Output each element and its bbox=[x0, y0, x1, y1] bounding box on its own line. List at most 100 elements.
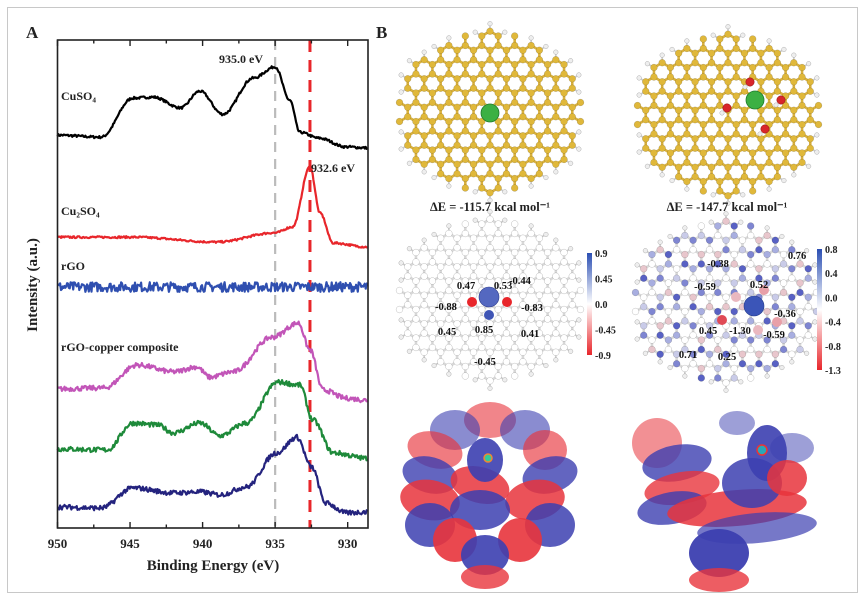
carbon-atom bbox=[658, 135, 666, 143]
hydrogen-atom bbox=[682, 373, 688, 379]
carbon-atom bbox=[412, 117, 420, 126]
carbon-atom bbox=[697, 279, 705, 287]
carbon-atom bbox=[650, 101, 658, 110]
carbon-atom bbox=[502, 113, 511, 121]
carbon-atom bbox=[494, 155, 502, 164]
carbon-atom bbox=[552, 301, 560, 309]
carbon-atom bbox=[560, 155, 568, 164]
carbon-atom bbox=[699, 101, 707, 110]
plot-frame bbox=[56, 39, 369, 529]
carbon-atom bbox=[640, 274, 648, 282]
carbon-atom bbox=[773, 173, 782, 181]
carbon-atom bbox=[527, 305, 535, 314]
carbon-atom bbox=[486, 141, 494, 149]
carbon-atom bbox=[732, 101, 740, 110]
hydrogen-atom bbox=[502, 29, 508, 35]
x-tick-label: 950 bbox=[48, 536, 68, 551]
carbon-atom bbox=[658, 116, 666, 124]
carbon-atom bbox=[461, 315, 469, 323]
carbon-atom bbox=[552, 272, 560, 280]
carbon-atom bbox=[543, 155, 552, 164]
carbon-atom bbox=[527, 41, 535, 50]
carbon-atom bbox=[527, 277, 535, 285]
colorbar-tick-label: 0.0 bbox=[825, 293, 838, 304]
carbon-atom bbox=[412, 334, 420, 342]
carbon-atom bbox=[428, 277, 437, 285]
orbital-lobe-positive bbox=[461, 535, 509, 575]
carbon-atom bbox=[747, 364, 755, 373]
hydrogen-atom bbox=[398, 334, 404, 340]
carbon-atom bbox=[771, 293, 780, 301]
carbon-atom bbox=[683, 63, 691, 72]
carbon-atom bbox=[469, 170, 478, 178]
carbon-atom bbox=[722, 303, 730, 311]
hydrogen-atom bbox=[764, 225, 770, 231]
carbon-atom bbox=[697, 336, 705, 344]
carbon-atom bbox=[714, 279, 722, 287]
carbon-atom bbox=[420, 103, 428, 111]
carbon-atom bbox=[714, 250, 722, 259]
carbon-atom bbox=[716, 35, 724, 43]
hydrogen-atom bbox=[634, 279, 640, 285]
carbon-atom bbox=[765, 63, 773, 72]
carbon-atom bbox=[552, 113, 560, 121]
carbon-atom bbox=[478, 41, 486, 50]
carbon-atom bbox=[511, 372, 519, 380]
carbon-atom bbox=[681, 250, 689, 259]
charge-label: 0.85 bbox=[475, 325, 493, 336]
carbon-atom bbox=[461, 277, 469, 285]
hydrogen-atom bbox=[406, 160, 412, 166]
carbon-atom bbox=[502, 272, 511, 280]
colorbar-tick-label: 0.4 bbox=[825, 269, 838, 280]
carbon-atom bbox=[404, 263, 412, 271]
carbon-atom bbox=[747, 279, 755, 287]
carbon-atom bbox=[486, 56, 494, 64]
charge-label: 0.71 bbox=[679, 350, 697, 361]
carbon-atom bbox=[749, 44, 757, 53]
carbon-atom bbox=[714, 307, 722, 316]
carbon-atom bbox=[648, 317, 656, 325]
carbon-atom bbox=[749, 130, 757, 138]
carbon-atom bbox=[804, 331, 812, 339]
carbon-atom bbox=[716, 101, 724, 110]
hydrogen-atom bbox=[576, 72, 582, 78]
carbon-atom bbox=[560, 286, 568, 295]
carbon-atom bbox=[502, 348, 511, 356]
carbon-atom bbox=[716, 120, 724, 129]
carbon-atom bbox=[674, 59, 683, 67]
carbon-atom bbox=[681, 231, 689, 240]
carbon-atom bbox=[738, 246, 747, 254]
carbon-atom bbox=[560, 277, 568, 285]
carbon-atom bbox=[404, 84, 412, 92]
series-line-3 bbox=[57, 320, 368, 404]
hydrogen-atom bbox=[431, 231, 437, 237]
carbon-atom bbox=[560, 98, 568, 107]
carbon-atom bbox=[699, 158, 707, 167]
carbon-atom bbox=[790, 59, 798, 67]
carbon-atom bbox=[511, 41, 519, 50]
carbon-atom bbox=[788, 265, 796, 273]
hydrogen-atom bbox=[669, 46, 675, 52]
orbital-isosurface-right bbox=[632, 411, 817, 592]
carbon-atom bbox=[428, 60, 437, 69]
carbon-atom bbox=[798, 92, 806, 100]
carbon-atom bbox=[757, 59, 765, 67]
carbon-atom bbox=[658, 106, 666, 114]
carbon-atom bbox=[519, 291, 527, 299]
carbon-atom bbox=[511, 89, 519, 97]
carbon-atom bbox=[478, 343, 486, 352]
carbon-atom bbox=[486, 170, 494, 178]
hydrogen-atom bbox=[502, 377, 508, 383]
charged-atom bbox=[484, 310, 494, 320]
carbon-atom bbox=[648, 336, 656, 344]
carbon-atom bbox=[543, 258, 552, 266]
carbon-atom bbox=[730, 374, 738, 382]
carbon-atom bbox=[453, 132, 461, 140]
carbon-atom bbox=[527, 315, 535, 323]
carbon-atom bbox=[412, 89, 420, 97]
carbon-atom bbox=[757, 78, 765, 86]
carbon-atom bbox=[640, 293, 648, 301]
carbon-atom bbox=[773, 144, 782, 152]
hydrogen-atom bbox=[708, 219, 714, 225]
carbon-atom bbox=[705, 331, 714, 339]
